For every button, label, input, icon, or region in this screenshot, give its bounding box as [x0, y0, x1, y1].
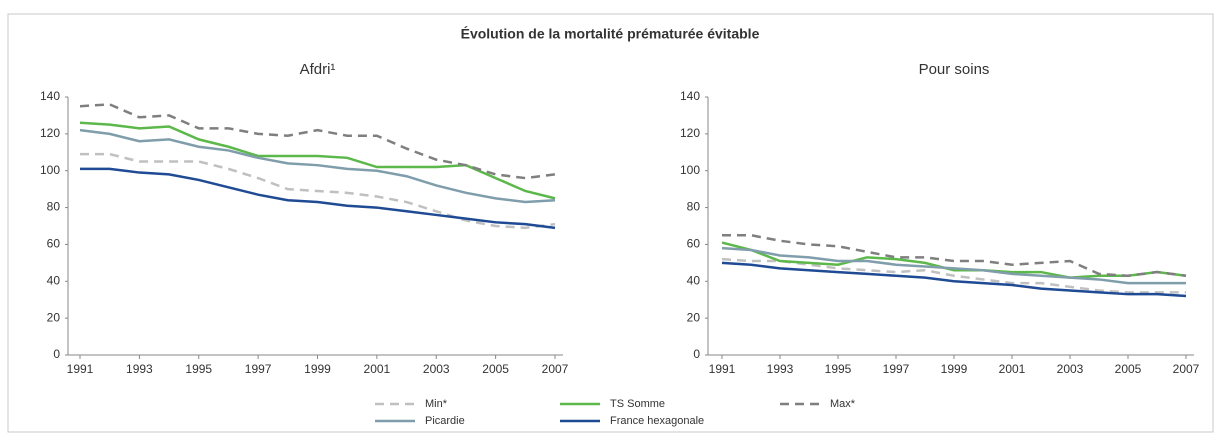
y-tick-label: 120 — [40, 126, 60, 140]
x-tick-label: 2001 — [364, 362, 391, 376]
y-tick-label: 140 — [40, 89, 60, 103]
series-line — [721, 246, 1186, 285]
frame — [7, 13, 1214, 433]
y-tick-label: 20 — [687, 310, 701, 324]
y-tick-label: 20 — [47, 310, 61, 324]
x-tick-label: 2001 — [999, 362, 1026, 376]
x-tick-label: 2007 — [542, 362, 569, 376]
x-tick-label: 2005 — [482, 362, 509, 376]
legend-label: Max* — [830, 398, 856, 410]
x-tick-label: 1995 — [825, 362, 852, 376]
x-tick-label: 1991 — [67, 362, 94, 376]
x-tick-label: 1991 — [709, 362, 736, 376]
y-tick-label: 40 — [47, 273, 61, 287]
y-tick-label: 40 — [687, 273, 701, 287]
y-tick-label: 100 — [680, 163, 700, 177]
x-tick-label: 1995 — [185, 362, 212, 376]
y-tick-label: 60 — [47, 237, 61, 251]
x-tick-label: 1993 — [126, 362, 153, 376]
series-line — [80, 167, 556, 230]
x-tick-label: 1993 — [767, 362, 794, 376]
x-tick-label: 2005 — [1115, 362, 1142, 376]
x-tick-label: 1999 — [304, 362, 331, 376]
x-tick-label: 1997 — [245, 362, 272, 376]
x-tick-label: 2007 — [1173, 362, 1200, 376]
y-tick-label: 80 — [687, 200, 701, 214]
y-tick-label: 80 — [47, 200, 61, 214]
x-tick-label: 1999 — [941, 362, 968, 376]
legend-label: Picardie — [425, 415, 465, 427]
y-tick-label: 140 — [680, 89, 700, 103]
y-tick-label: 100 — [40, 163, 60, 177]
series-line — [721, 261, 1187, 298]
y-tick-label: 120 — [680, 126, 700, 140]
subplot-title: Afdri¹ — [300, 61, 336, 78]
y-tick-label: 0 — [53, 347, 60, 361]
x-tick-label: 2003 — [1057, 362, 1084, 376]
series-line — [79, 128, 556, 204]
legend-label: Min* — [425, 398, 448, 410]
x-tick-label: 1997 — [883, 362, 910, 376]
subplot-title: Pour soins — [919, 61, 990, 78]
legend-label: France hexagonale — [610, 415, 704, 427]
x-tick-label: 2003 — [423, 362, 450, 376]
series-line — [79, 121, 556, 200]
chart-title: Évolution de la mortalité prématurée évi… — [461, 26, 760, 42]
series-line — [722, 233, 1187, 278]
legend-label: TS Somme — [610, 398, 665, 410]
series-line — [80, 152, 556, 230]
y-tick-label: 60 — [687, 237, 701, 251]
series-line — [79, 103, 556, 180]
y-tick-label: 0 — [693, 347, 700, 361]
